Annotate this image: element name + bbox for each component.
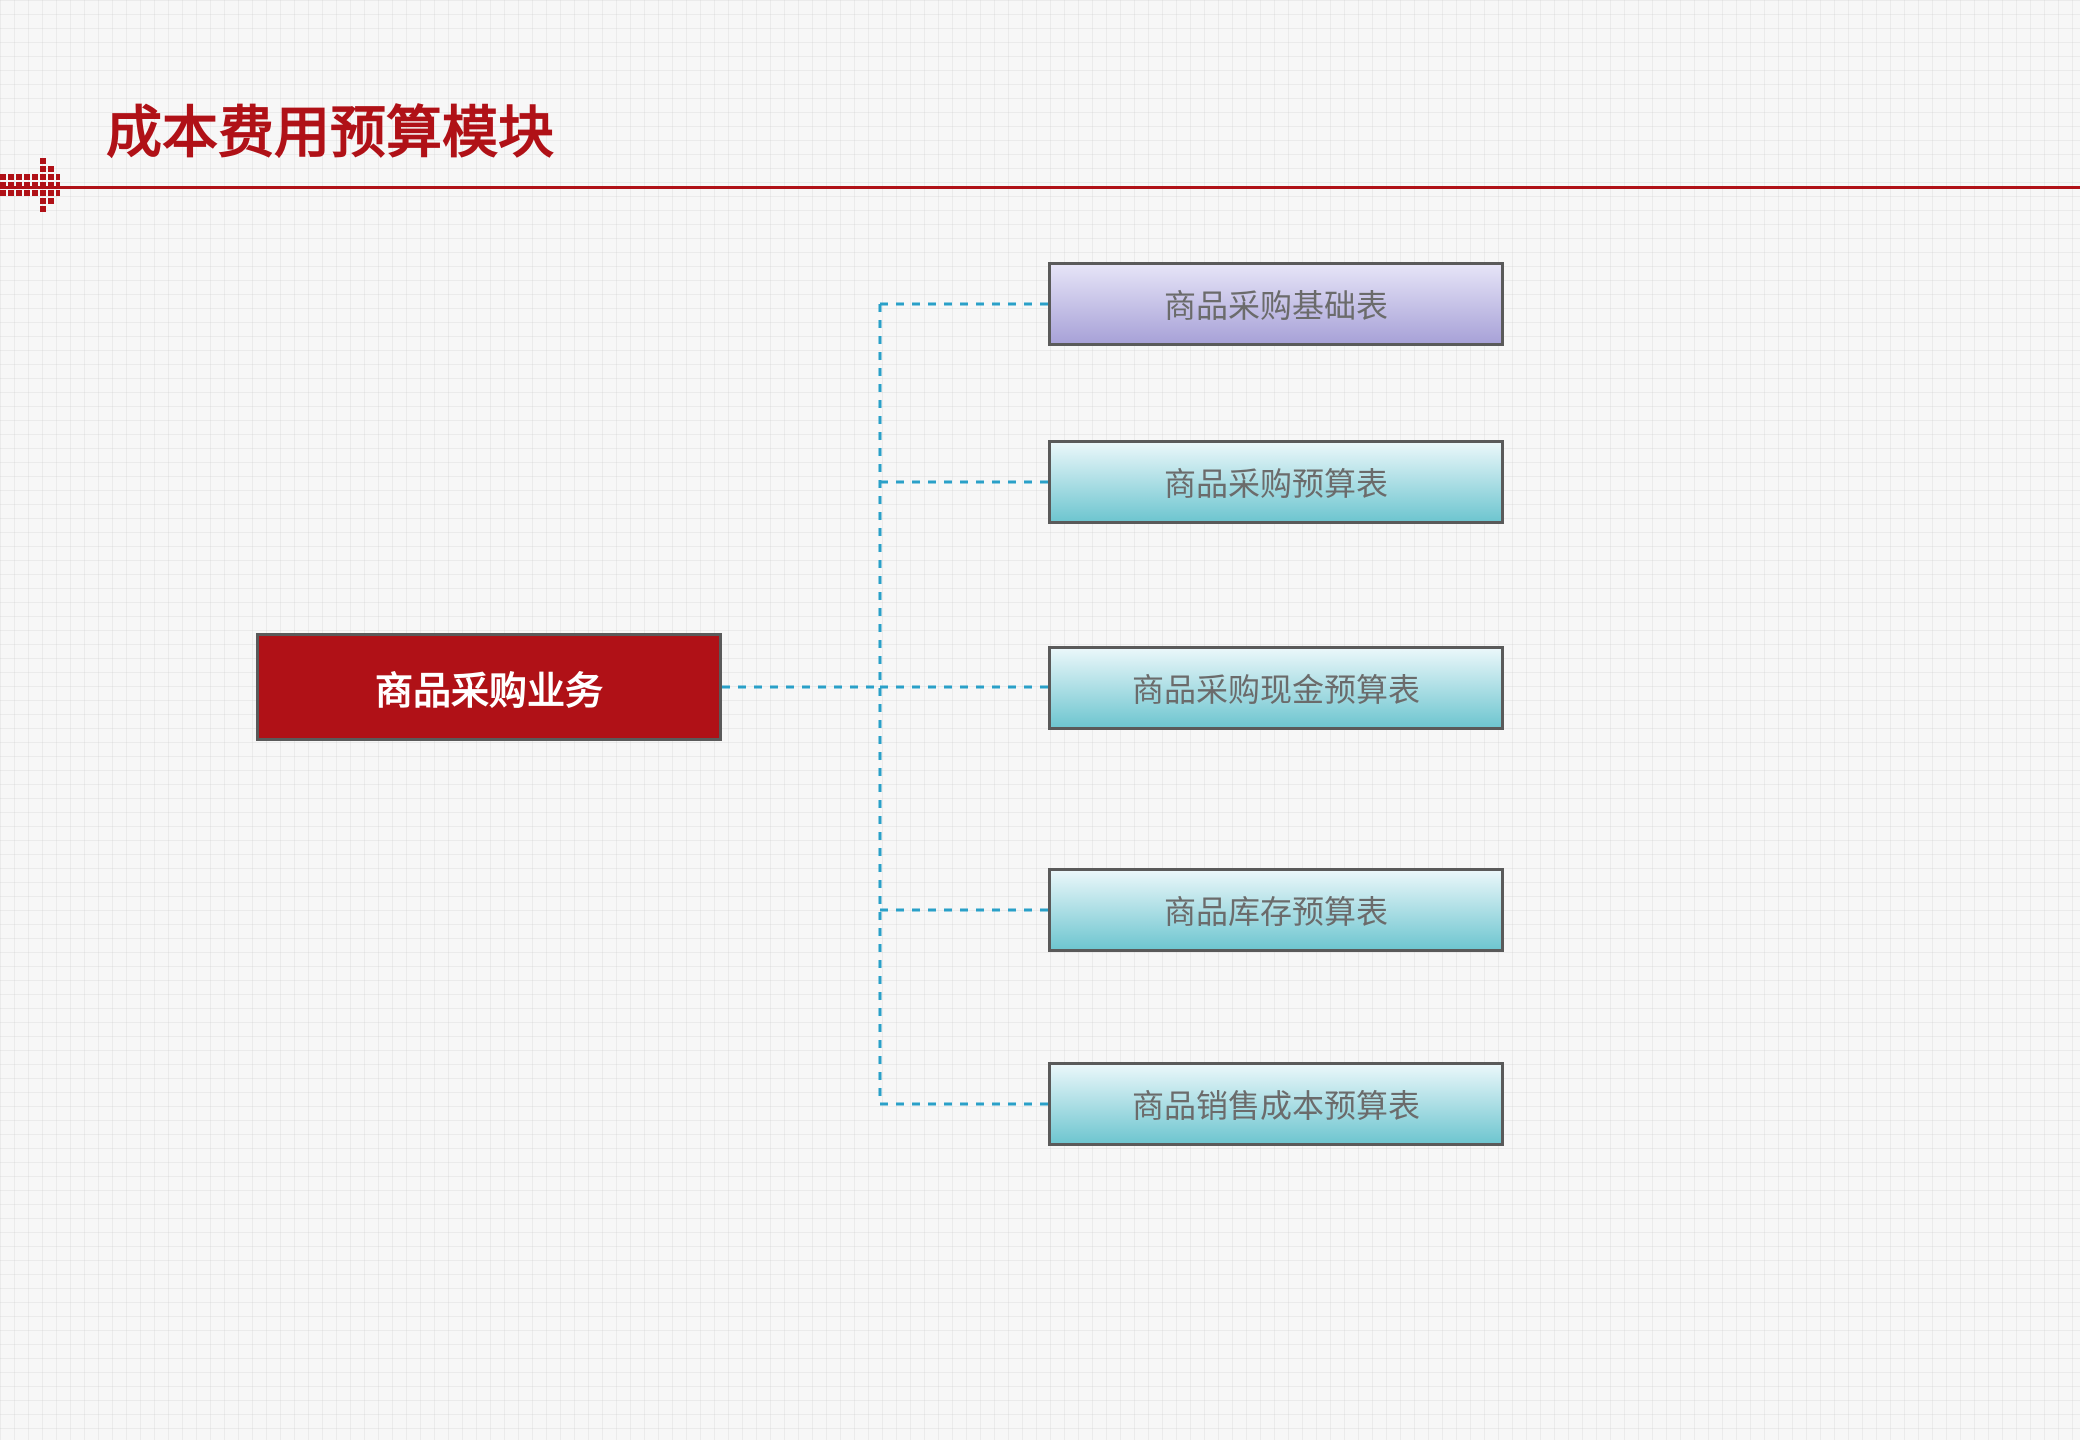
leaf-node-1: 商品采购预算表	[1048, 440, 1504, 524]
leaf-node-3: 商品库存预算表	[1048, 868, 1504, 952]
page-title: 成本费用预算模块	[106, 88, 554, 169]
leaf-node-4: 商品销售成本预算表	[1048, 1062, 1504, 1146]
root-node: 商品采购业务	[256, 633, 722, 741]
slide-canvas: 成本费用预算模块商品采购业务 商品采购基础表商品采购预算表商品采购现金预算表商品库…	[0, 0, 2080, 1440]
title-underline	[0, 186, 2080, 189]
leaf-node-0: 商品采购基础表	[1048, 262, 1504, 346]
arrow-right-icon	[0, 158, 60, 214]
leaf-node-2: 商品采购现金预算表	[1048, 646, 1504, 730]
